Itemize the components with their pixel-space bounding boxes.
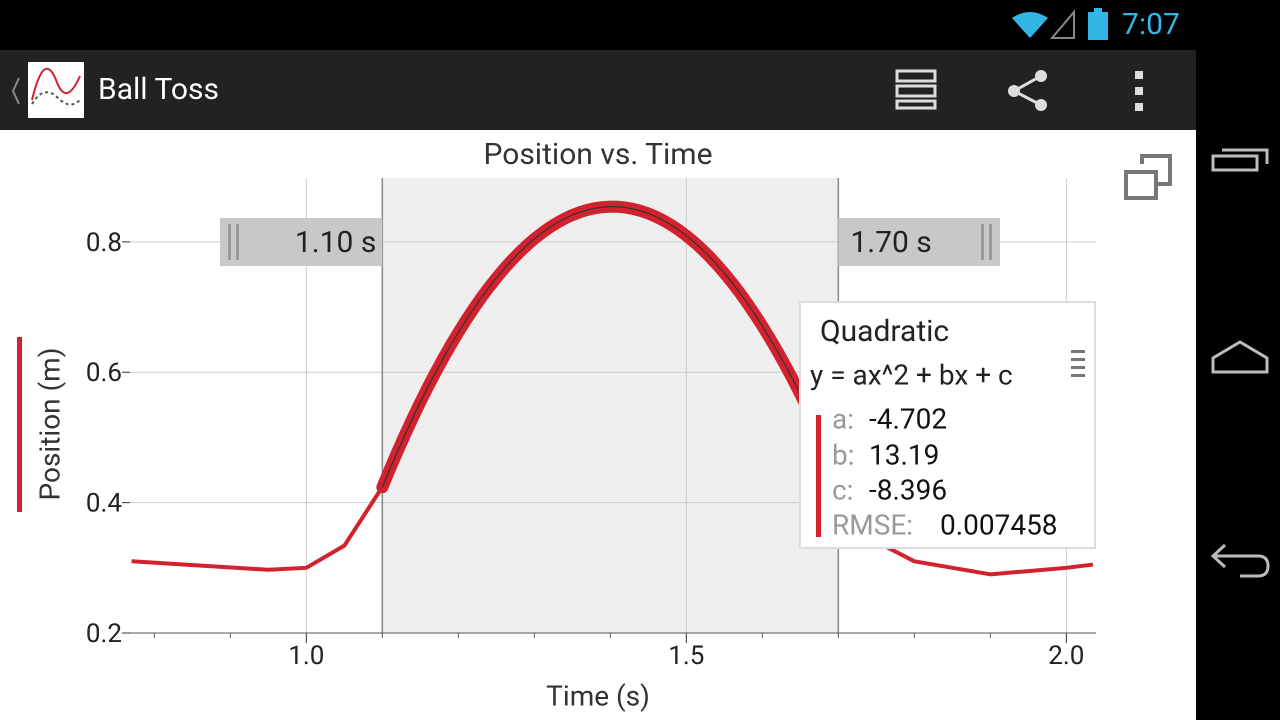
window-button[interactable] [1124, 154, 1172, 200]
y-tick-label: 0.4 [86, 489, 122, 519]
chart-title: Position vs. Time [483, 137, 712, 172]
fit-name: Quadratic [820, 314, 949, 349]
share-button[interactable] [1008, 70, 1047, 111]
action-bar [0, 50, 1196, 130]
app-icon[interactable] [28, 62, 84, 118]
legend-swatch [17, 337, 22, 512]
fit-curve [381, 206, 839, 488]
fit-color-bar [816, 415, 821, 537]
y-tick-label: 0.2 [86, 619, 122, 649]
handle-grip [228, 224, 231, 260]
y-axis-label: Position (m) [33, 348, 66, 501]
param-value: 13.19 [869, 438, 939, 471]
param-value: 0.007458 [940, 508, 1058, 541]
fit-box-frame [799, 301, 1096, 549]
selection-label: 1.10 s [295, 225, 376, 260]
handle-grip [236, 224, 239, 260]
clock: 7:07 [1122, 7, 1180, 42]
param-label: b: [832, 438, 855, 471]
overflow-button[interactable] [1135, 71, 1143, 111]
handle-grip [989, 224, 992, 260]
handle-grip [981, 224, 984, 260]
selection-label: 1.70 s [850, 225, 931, 260]
nav-icons [1210, 148, 1270, 578]
param-value: -4.702 [869, 402, 947, 435]
param-label: c: [832, 473, 853, 506]
status-bar [0, 0, 1196, 50]
fit-equation: y = ax^2 + bx + c [810, 358, 1013, 391]
home-button[interactable] [1211, 340, 1269, 374]
x-tick-label: 2.0 [1048, 641, 1084, 671]
selection-region[interactable] [382, 178, 839, 633]
param-value: -8.396 [869, 473, 947, 506]
fit-box[interactable]: Quadratic y = ax^2 + bx + c a: -4.702 b:… [799, 301, 1096, 549]
selection-handle[interactable] [838, 218, 1000, 266]
y-tick-label: 0.6 [86, 358, 122, 388]
fit-menu[interactable] [1071, 350, 1085, 377]
plot: 0.2 0.4 0.6 0.8 1.0 1.5 2.0 1.10 s 1.70 s [86, 178, 1096, 671]
x-axis-label: Time (s) [546, 679, 650, 712]
y-tick-label: 0.8 [86, 228, 122, 258]
app-icon-dots [31, 91, 81, 106]
recent-apps-back [1222, 148, 1269, 164]
battery-tip [1094, 8, 1102, 12]
x-tick-label: 1.5 [668, 641, 704, 671]
list-button[interactable] [895, 69, 937, 110]
signal-icon [1049, 9, 1075, 39]
param-label: RMSE: [832, 508, 913, 541]
x-tick-label: 1.0 [288, 641, 324, 671]
battery-icon [1088, 12, 1108, 40]
app-icon-curve [31, 67, 81, 101]
recent-apps-button[interactable] [1211, 154, 1259, 172]
wifi-icon [1012, 12, 1048, 38]
up-caret[interactable] [11, 77, 20, 105]
param-label: a: [832, 402, 854, 435]
back-button[interactable] [1210, 543, 1270, 578]
app-title: Ball Toss [98, 72, 219, 107]
selection-handle[interactable] [220, 218, 383, 266]
